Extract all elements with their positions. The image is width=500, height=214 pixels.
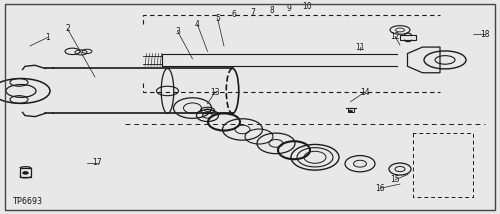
Text: 16: 16 [375,184,385,193]
Text: 14: 14 [360,88,370,97]
Text: 15: 15 [390,175,400,184]
Text: 1: 1 [45,33,50,42]
Bar [348,108,354,112]
Text: 10: 10 [302,2,312,11]
Text: 13: 13 [210,88,220,97]
Text: 9: 9 [286,4,292,13]
Circle shape [23,172,28,174]
Bar [400,35,416,40]
Text: 17: 17 [92,158,102,167]
Text: 4: 4 [195,20,200,29]
Text: 11: 11 [355,43,365,52]
Bar [20,168,31,177]
Circle shape [348,110,352,112]
Text: 5: 5 [215,14,220,23]
Text: 12: 12 [390,32,400,41]
Text: 8: 8 [269,6,274,15]
Text: TP6693: TP6693 [12,197,42,206]
Text: 7: 7 [250,8,255,17]
Text: 3: 3 [175,27,180,36]
Text: 18: 18 [480,30,490,39]
Text: 2: 2 [65,24,70,33]
Text: 6: 6 [232,10,236,19]
